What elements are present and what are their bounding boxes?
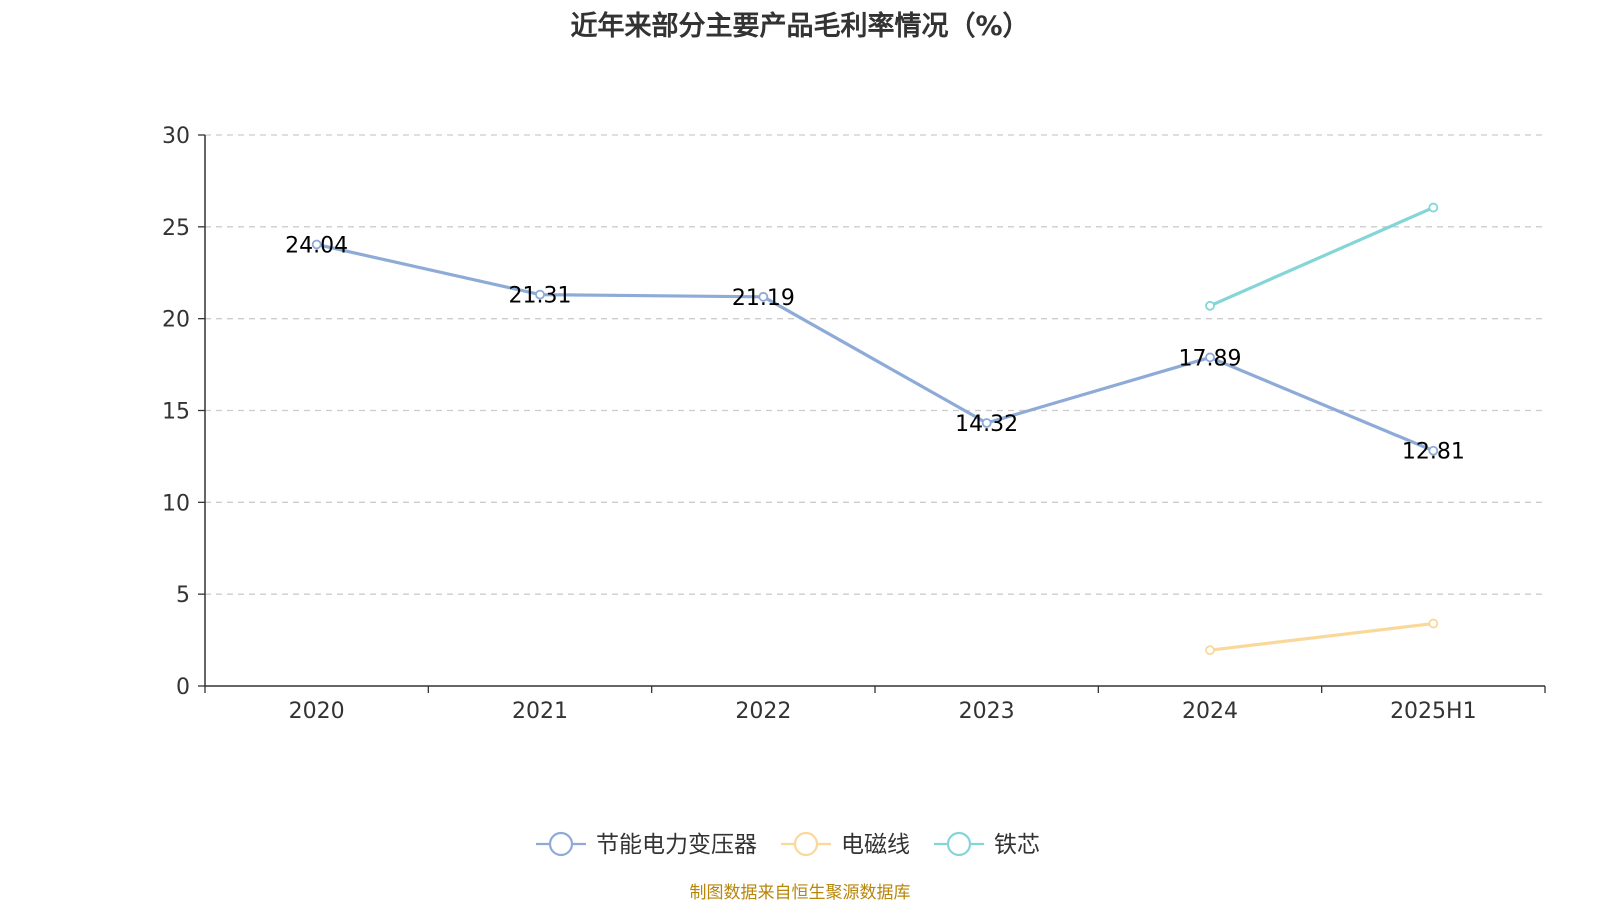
- x-tick-label: 2022: [735, 699, 791, 724]
- data-label: 14.32: [955, 412, 1018, 437]
- data-label: 12.81: [1402, 440, 1465, 465]
- series-line-2: [1209, 206, 1434, 308]
- data-point: [1205, 645, 1215, 656]
- y-tick-label: 0: [176, 675, 190, 700]
- data-point: [758, 291, 769, 302]
- data-point: [311, 239, 322, 250]
- x-tick-label: 2025H1: [1390, 699, 1477, 724]
- data-label: 17.89: [1179, 346, 1242, 371]
- data-label: 21.19: [732, 286, 795, 311]
- y-tick-label: 5: [176, 583, 190, 608]
- x-tick-label: 2024: [1182, 699, 1238, 724]
- data-point: [1205, 352, 1215, 363]
- data-point: [1205, 300, 1215, 311]
- legend-label: 节能电力变压器: [596, 832, 757, 858]
- series-line-0: [316, 242, 1434, 453]
- x-tick-label: 2023: [959, 699, 1015, 724]
- x-tick-label: 2020: [289, 699, 345, 724]
- chart-title: 近年来部分主要产品毛利率情况（%）: [570, 11, 1030, 42]
- source-note: 制图数据来自恒生聚源数据库: [689, 883, 911, 903]
- legend-marker: [793, 831, 819, 857]
- y-tick-label: 10: [162, 491, 190, 516]
- y-tick-label: 15: [162, 400, 190, 425]
- y-tick-label: 25: [162, 216, 190, 241]
- legend-label: 铁芯: [994, 832, 1040, 858]
- data-point: [535, 289, 545, 300]
- data-point: [1428, 202, 1439, 213]
- data-point: [981, 418, 992, 428]
- series-line-1: [1209, 621, 1434, 652]
- data-point: [1428, 445, 1439, 456]
- legend-label: 电磁线: [841, 832, 910, 858]
- data-label: 24.04: [285, 233, 348, 258]
- legend-marker: [946, 831, 972, 857]
- y-tick-label: 20: [162, 308, 190, 333]
- x-tick-label: 2021: [512, 699, 568, 724]
- data-label: 21.31: [509, 284, 572, 309]
- legend-marker: [548, 831, 574, 857]
- data-point: [1428, 618, 1439, 629]
- y-tick-label: 30: [162, 124, 190, 149]
